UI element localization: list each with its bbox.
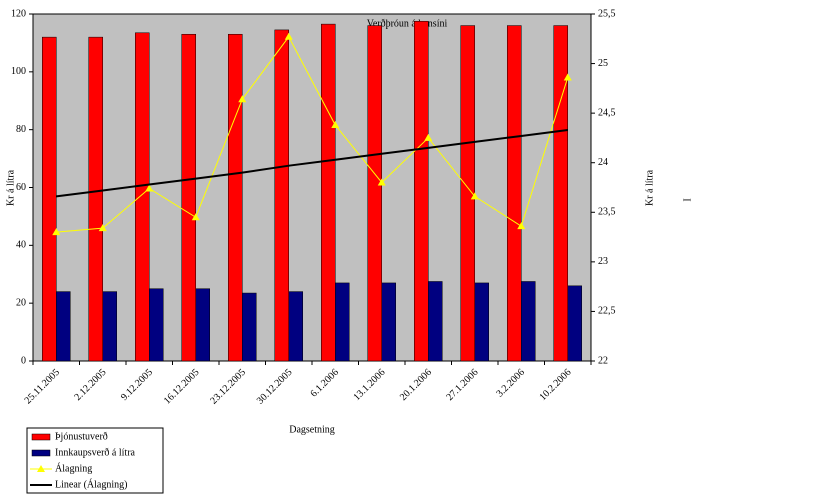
marker <box>191 213 200 221</box>
x-tick-label: 23.12.2005 <box>208 367 248 407</box>
x-tick-label: 10.2.2006 <box>537 367 573 403</box>
y-tick-label: 80 <box>16 124 26 135</box>
x-tick-label: 9.12.2005 <box>119 367 155 403</box>
bar <box>228 33 243 362</box>
bar <box>414 20 429 362</box>
bar <box>88 36 103 362</box>
bar <box>428 281 443 362</box>
bar <box>553 25 568 362</box>
x-tick-label: 27.1.2006 <box>444 367 480 403</box>
x-tick-label: 6.1.2006 <box>308 367 341 400</box>
legend-label: Þjónustuverð <box>55 431 108 442</box>
y-tick-label: 40 <box>16 240 26 251</box>
marker <box>238 95 247 103</box>
marker <box>52 228 61 236</box>
y-tick-label: 100 <box>11 66 26 77</box>
x-tick-label: 16.12.2005 <box>162 367 202 407</box>
bar <box>195 288 210 362</box>
marker <box>517 222 526 230</box>
bar <box>288 291 303 362</box>
y2-tick-label: 23,5 <box>598 207 616 218</box>
x-axis-label: Dagsetning <box>289 424 335 435</box>
marker <box>563 73 572 81</box>
bar <box>335 282 350 362</box>
y2-axis-label: Kr á lítra <box>644 169 655 206</box>
marker <box>145 184 154 192</box>
marker <box>331 121 340 129</box>
bar <box>135 32 150 362</box>
bar <box>507 25 522 362</box>
marker <box>284 32 293 40</box>
y-tick-label: 0 <box>21 355 26 366</box>
y2-tick-label: 22,5 <box>598 306 616 317</box>
x-tick-label: 13.1.2006 <box>351 367 387 403</box>
legend-label: Innkaupsverð á lítra <box>55 447 136 458</box>
bar <box>181 33 196 362</box>
line <box>56 129 568 198</box>
y-tick-label: 120 <box>11 8 26 19</box>
legend-marker <box>37 465 45 472</box>
x-tick-label: 25.11.2005 <box>23 367 62 406</box>
y-tick-label: 20 <box>16 297 26 308</box>
marker <box>424 133 433 141</box>
legend-swatch <box>31 433 51 441</box>
x-tick-label: 2.12.2005 <box>72 367 108 403</box>
y2-tick-label: 22 <box>598 355 608 366</box>
bar <box>321 23 336 362</box>
bar <box>274 29 289 362</box>
bar <box>381 282 396 362</box>
bar <box>367 25 382 362</box>
annotation: I <box>682 198 693 201</box>
y2-tick-label: 24,5 <box>598 107 616 118</box>
y2-tick-label: 23 <box>598 256 608 267</box>
bar <box>242 292 257 362</box>
bar <box>56 291 71 362</box>
bar <box>149 288 164 362</box>
y2-tick-label: 25 <box>598 58 608 69</box>
y2-tick-label: 24 <box>598 157 608 168</box>
x-tick-label: 3.2.2006 <box>494 367 527 400</box>
bar <box>102 291 117 362</box>
y-axis-label: Kr á lítra <box>5 169 16 206</box>
legend-label: Linear (Álagning) <box>55 478 127 490</box>
x-tick-label: 30.12.2005 <box>255 367 295 407</box>
bar <box>474 282 489 362</box>
line <box>56 35 569 233</box>
x-tick-label: 20.1.2006 <box>398 367 434 403</box>
y-tick-label: 60 <box>16 182 26 193</box>
marker <box>98 224 107 232</box>
bar <box>42 36 57 362</box>
y2-tick-label: 25,5 <box>598 8 616 19</box>
marker <box>377 178 386 186</box>
legend-swatch <box>31 449 51 457</box>
chart-title: Verðþróun á bensíni <box>367 18 448 29</box>
legend-label: Álagning <box>55 462 92 474</box>
bar <box>567 285 582 362</box>
marker <box>470 192 479 200</box>
bar <box>521 281 536 362</box>
